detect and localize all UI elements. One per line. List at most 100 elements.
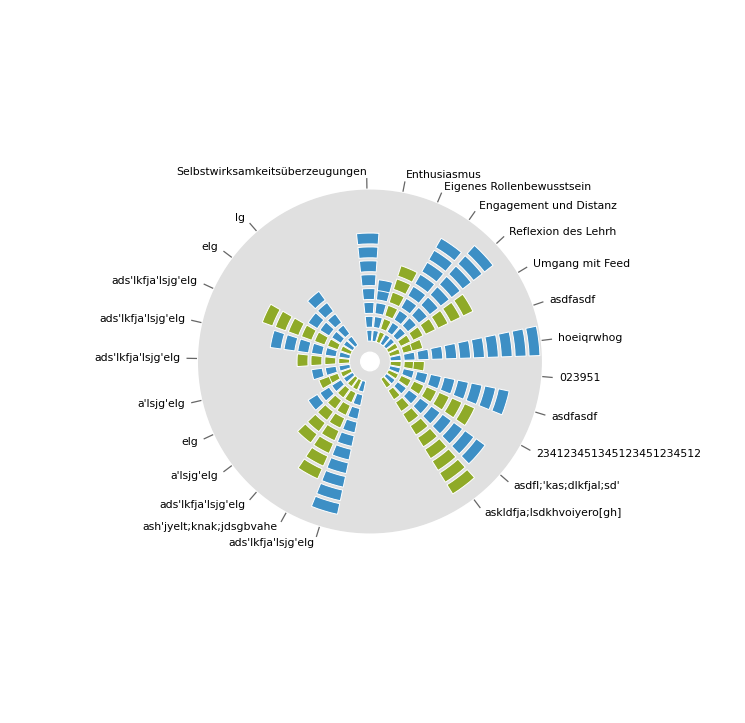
Wedge shape	[431, 310, 448, 328]
Text: asdfasdf: asdfasdf	[551, 412, 597, 422]
Wedge shape	[404, 362, 415, 369]
Wedge shape	[387, 369, 399, 379]
Wedge shape	[402, 369, 414, 378]
Wedge shape	[262, 304, 280, 326]
Wedge shape	[417, 349, 429, 360]
Wedge shape	[387, 322, 399, 335]
Text: ads'lkfja'lsjg'elg: ads'lkfja'lsjg'elg	[112, 276, 198, 286]
Wedge shape	[328, 395, 342, 409]
Wedge shape	[498, 332, 513, 357]
Wedge shape	[358, 380, 366, 392]
Text: 234123451345123451234512: 234123451345123451234512	[536, 448, 701, 458]
Wedge shape	[337, 432, 354, 446]
Wedge shape	[403, 390, 418, 404]
Wedge shape	[403, 408, 419, 424]
Text: elg: elg	[181, 437, 198, 447]
Text: Umgang mit Feed: Umgang mit Feed	[533, 259, 630, 269]
Wedge shape	[387, 343, 398, 353]
Wedge shape	[365, 317, 373, 328]
Wedge shape	[399, 375, 411, 387]
Wedge shape	[421, 297, 438, 315]
Wedge shape	[447, 469, 475, 494]
Wedge shape	[458, 256, 482, 281]
Wedge shape	[325, 356, 336, 364]
Wedge shape	[308, 394, 324, 410]
Wedge shape	[461, 439, 485, 464]
Wedge shape	[433, 393, 449, 410]
Wedge shape	[389, 348, 400, 356]
Wedge shape	[326, 348, 337, 356]
Wedge shape	[298, 459, 322, 479]
Text: ads'lkfja'lsjg'elg: ads'lkfja'lsjg'elg	[99, 314, 185, 324]
Text: elg: elg	[202, 242, 218, 252]
Wedge shape	[384, 338, 395, 349]
Text: ads'lkfja'lsjg'elg: ads'lkfja'lsjg'elg	[159, 500, 245, 510]
Wedge shape	[343, 419, 357, 433]
Wedge shape	[388, 387, 400, 400]
Text: askldfja;lsdkhvoiyero[gh]: askldfja;lsdkhvoiyero[gh]	[484, 508, 621, 518]
Wedge shape	[343, 341, 355, 351]
Wedge shape	[485, 335, 498, 357]
Wedge shape	[345, 390, 356, 403]
Wedge shape	[420, 319, 436, 334]
Wedge shape	[457, 341, 471, 359]
Wedge shape	[320, 322, 335, 336]
Wedge shape	[352, 378, 361, 390]
Wedge shape	[390, 362, 402, 367]
Wedge shape	[329, 413, 345, 428]
Wedge shape	[448, 266, 471, 289]
Text: asdfasdf: asdfasdf	[549, 295, 596, 304]
Wedge shape	[389, 366, 401, 373]
Text: hoeiqrwhog: hoeiqrwhog	[558, 333, 623, 343]
Wedge shape	[328, 314, 342, 328]
Text: ads'lkfja'lsjg'elg: ads'lkfja'lsjg'elg	[94, 354, 180, 363]
Wedge shape	[332, 445, 352, 460]
Wedge shape	[364, 302, 374, 314]
Wedge shape	[408, 286, 425, 304]
Wedge shape	[298, 339, 311, 353]
Wedge shape	[311, 496, 340, 514]
Wedge shape	[401, 299, 416, 314]
Wedge shape	[332, 331, 344, 343]
Wedge shape	[411, 307, 428, 323]
Wedge shape	[347, 336, 358, 347]
Text: Reflexion des Lehrh: Reflexion des Lehrh	[509, 227, 616, 237]
Wedge shape	[376, 332, 384, 343]
Text: ads'lkfja'lsjg'elg: ads'lkfja'lsjg'elg	[228, 538, 314, 548]
Wedge shape	[332, 380, 344, 392]
Wedge shape	[297, 354, 308, 367]
Wedge shape	[410, 381, 424, 395]
Wedge shape	[353, 393, 363, 406]
Wedge shape	[413, 398, 429, 414]
Text: Selbstwirksamkeitsüberzeugungen: Selbstwirksamkeitsüberzeugungen	[176, 167, 367, 176]
Wedge shape	[362, 288, 375, 300]
Wedge shape	[422, 262, 443, 282]
Wedge shape	[432, 449, 456, 471]
Wedge shape	[380, 335, 390, 346]
Wedge shape	[378, 280, 393, 293]
Wedge shape	[394, 310, 408, 325]
Wedge shape	[284, 335, 298, 351]
Wedge shape	[414, 372, 428, 384]
Wedge shape	[384, 374, 396, 384]
Wedge shape	[440, 276, 460, 298]
Wedge shape	[466, 383, 482, 404]
Text: ash'jyelt;knak;jdsgbvahe: ash'jyelt;knak;jdsgbvahe	[143, 523, 278, 532]
Wedge shape	[337, 325, 350, 338]
Wedge shape	[393, 279, 410, 294]
Wedge shape	[337, 401, 350, 416]
Text: Eigenes Rollenbewusstsein: Eigenes Rollenbewusstsein	[444, 181, 592, 192]
Wedge shape	[454, 294, 473, 316]
Wedge shape	[297, 424, 317, 443]
Text: 023951: 023951	[559, 373, 600, 383]
Wedge shape	[442, 422, 463, 444]
Wedge shape	[343, 372, 355, 382]
Wedge shape	[404, 352, 415, 360]
Wedge shape	[348, 406, 360, 419]
Wedge shape	[317, 302, 334, 318]
Wedge shape	[396, 397, 410, 411]
Wedge shape	[428, 250, 452, 271]
Wedge shape	[373, 317, 382, 328]
Wedge shape	[311, 368, 324, 380]
Wedge shape	[402, 343, 413, 354]
